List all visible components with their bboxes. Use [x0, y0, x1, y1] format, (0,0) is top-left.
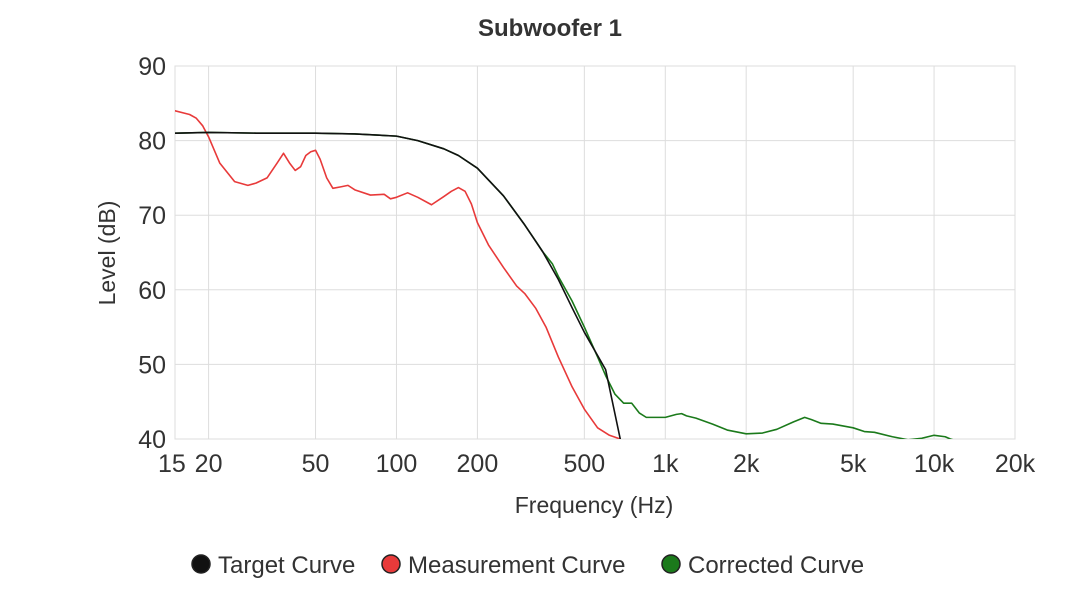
- x-tick-label: 15: [158, 450, 186, 478]
- x-tick-label: 1k: [652, 450, 679, 478]
- x-tick-label: 20: [195, 450, 223, 478]
- x-tick-label: 50: [302, 450, 330, 478]
- x-tick-label: 100: [376, 450, 418, 478]
- series-line-measurement-curve: [175, 109, 622, 439]
- y-tick-label: 50: [138, 351, 166, 379]
- legend-marker: [661, 554, 681, 574]
- y-tick-label: 40: [138, 426, 166, 454]
- series-line-target-curve: [175, 131, 622, 439]
- y-tick-label: 90: [138, 53, 166, 81]
- legend: Target Curve Measurement Curve Corrected C…: [191, 552, 864, 579]
- x-tick-label: 2k: [733, 450, 760, 478]
- x-tick-label: 20k: [995, 450, 1036, 478]
- y-axis-ticks: 40 50 60 70 80 90: [138, 53, 166, 454]
- y-tick-label: 60: [138, 277, 166, 305]
- grid: [174, 65, 1016, 440]
- legend-label: Corrected Curve: [688, 552, 864, 579]
- x-tick-label: 200: [457, 450, 499, 478]
- legend-label: Target Curve: [218, 552, 355, 579]
- y-tick-label: 80: [138, 128, 166, 156]
- series-line-corrected-curve: [175, 131, 954, 439]
- y-axis-label: Level (dB): [94, 201, 120, 306]
- plot-frame: [174, 65, 1016, 440]
- x-axis-ticks: 15 20 50 100 200 500 1k 2k 5k 10k 20k: [158, 450, 1036, 478]
- x-tick-label: 5k: [840, 450, 867, 478]
- series-lines: [175, 109, 954, 439]
- x-tick-label: 10k: [914, 450, 955, 478]
- chart-title: Subwoofer 1: [478, 15, 622, 42]
- legend-label: Measurement Curve: [408, 552, 625, 579]
- x-axis-label: Frequency (Hz): [515, 492, 673, 518]
- legend-marker: [191, 554, 211, 574]
- x-tick-label: 500: [563, 450, 605, 478]
- legend-marker: [381, 554, 401, 574]
- y-tick-label: 70: [138, 202, 166, 230]
